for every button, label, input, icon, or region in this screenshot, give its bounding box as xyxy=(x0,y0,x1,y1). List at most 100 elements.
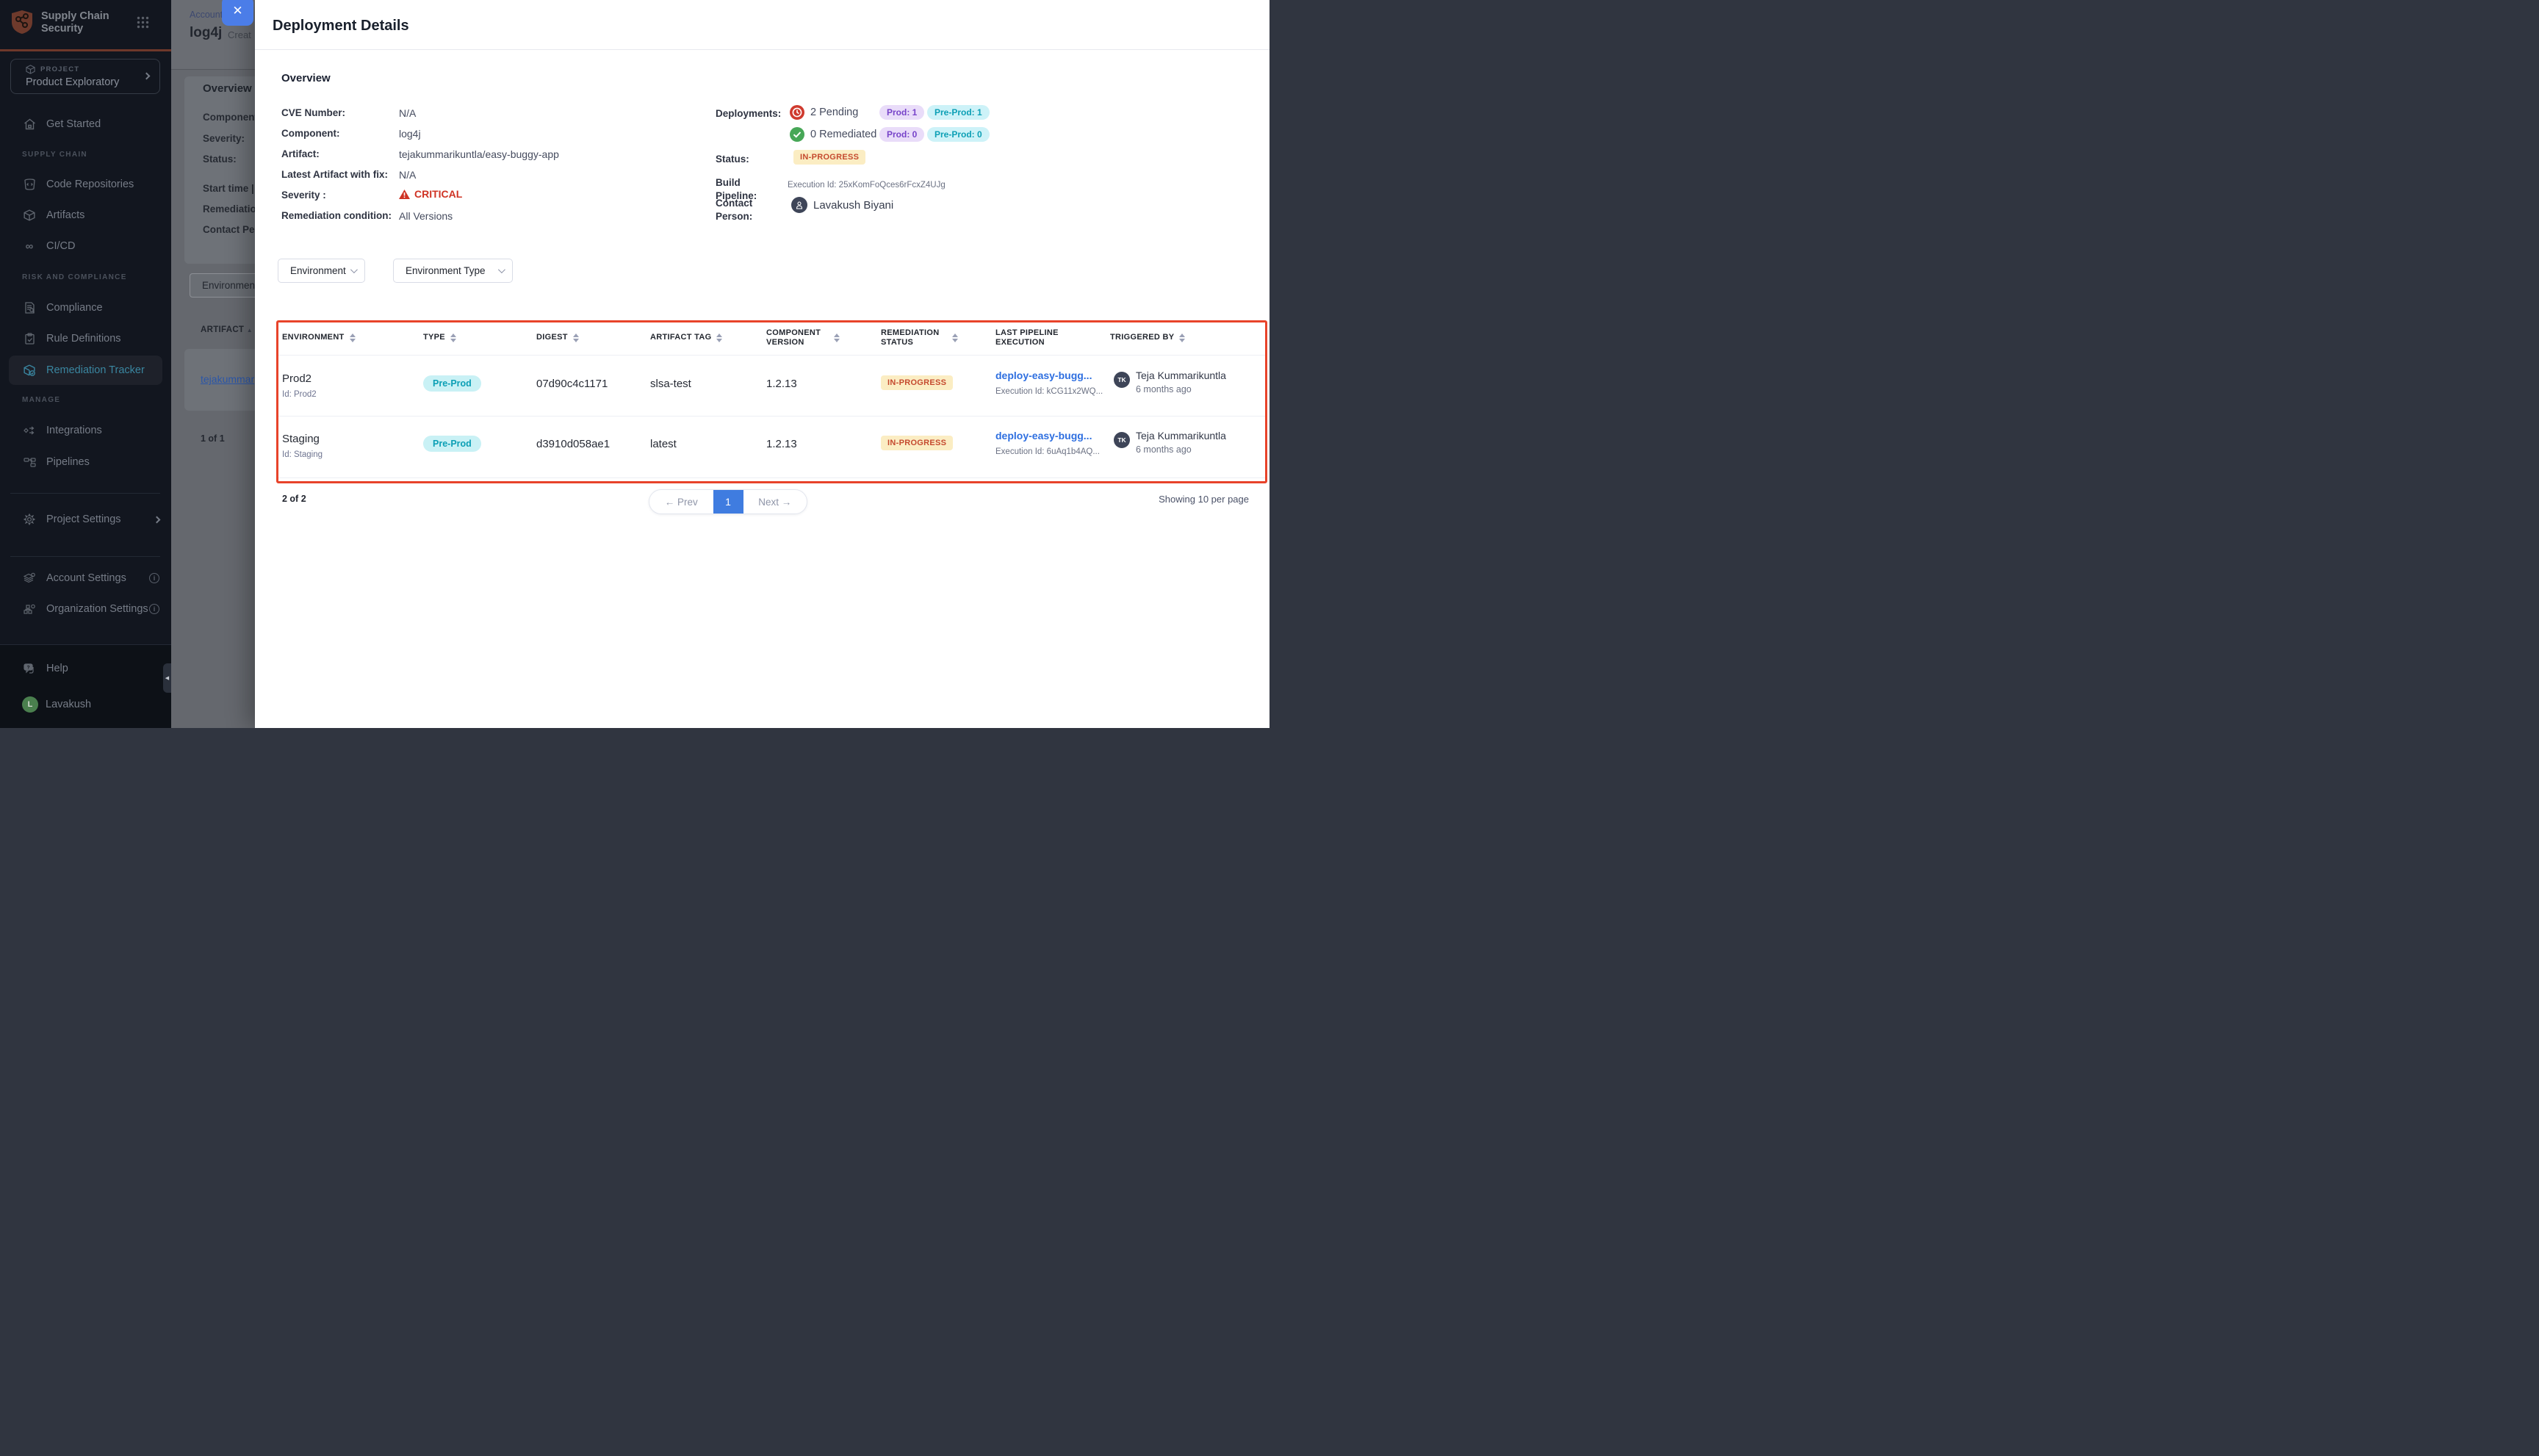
column-header-component-version[interactable]: COMPONENT VERSION xyxy=(766,320,858,355)
gear-icon xyxy=(22,513,37,525)
column-header-digest[interactable]: DIGEST xyxy=(536,320,624,355)
artifacts-cube-icon xyxy=(22,209,37,221)
sort-icon[interactable] xyxy=(572,333,579,342)
sort-icon[interactable] xyxy=(834,333,840,342)
sidebar-item-integrations[interactable]: Integrations xyxy=(0,417,171,444)
help-chat-icon: ? xyxy=(22,663,37,674)
project-selector-value: Product Exploratory xyxy=(26,76,120,88)
background-column-artifact[interactable]: ARTIFACT ▲ xyxy=(201,325,253,334)
column-header-environment[interactable]: ENVIRONMENT xyxy=(282,320,392,355)
sidebar-item-label: Pipelines xyxy=(46,456,90,468)
table-divider xyxy=(278,416,1265,417)
sidebar-item-cicd[interactable]: ∞ CI/CD xyxy=(0,232,171,260)
background-tab-overview[interactable]: Overview xyxy=(203,82,252,95)
sidebar-item-account-settings[interactable]: Account Settings i xyxy=(0,564,171,592)
sidebar-item-compliance[interactable]: Compliance xyxy=(0,294,171,322)
field-label-cve-number: CVE Number: xyxy=(281,107,346,118)
sidebar-divider xyxy=(10,556,160,557)
background-field-label: Start time | xyxy=(203,183,254,194)
sort-icon[interactable] xyxy=(349,333,356,342)
drawer-header-divider xyxy=(255,49,1270,50)
column-header-remediation-status[interactable]: REMEDIATION STATUS xyxy=(881,320,973,355)
field-label-component: Component: xyxy=(281,128,340,139)
pagination-control: ← Prev 1 Next → xyxy=(649,489,807,514)
cell-type-badge: Pre-Prod xyxy=(423,436,481,452)
sidebar-collapse-handle[interactable]: ◀ xyxy=(163,663,171,693)
module-switcher-grid-icon[interactable] xyxy=(137,16,149,32)
status-label: Status: xyxy=(716,154,749,165)
filter-label: Environment xyxy=(290,265,346,276)
sidebar-item-project-settings[interactable]: Project Settings xyxy=(0,505,171,533)
column-header-type[interactable]: TYPE xyxy=(423,320,511,355)
sidebar-item-label: Remediation Tracker xyxy=(46,364,145,376)
pagination-page-1[interactable]: 1 xyxy=(713,490,743,513)
sidebar-item-get-started[interactable]: Get Started xyxy=(0,110,171,138)
preprod-badge: Pre-Prod: 0 xyxy=(927,127,990,142)
cell-digest: d3910d058ae1 xyxy=(536,438,611,450)
sidebar-item-help[interactable]: ? Help xyxy=(0,655,171,682)
triggered-by-avatar: TK xyxy=(1114,432,1130,448)
column-header-artifact-tag[interactable]: ARTIFACT TAG xyxy=(650,320,746,355)
sidebar-header: Supply Chain Security xyxy=(0,0,171,51)
remediated-count: 0 Remediated xyxy=(810,129,877,140)
background-page-subtitle: Creat xyxy=(228,29,251,40)
cell-environment: Prod2 xyxy=(282,372,312,385)
field-label-artifact: Artifact: xyxy=(281,148,320,159)
sidebar-item-artifacts[interactable]: Artifacts xyxy=(0,201,171,229)
sidebar-item-code-repositories[interactable]: Code Repositories xyxy=(0,170,171,198)
sidebar-user-chip[interactable]: L Lavakush xyxy=(0,691,171,718)
cell-execution-id: Execution Id: kCG11x2WQ... xyxy=(995,387,1103,396)
prod-badge: Prod: 1 xyxy=(879,105,925,120)
sidebar-item-label: Organization Settings xyxy=(46,603,148,615)
sidebar-item-rule-definitions[interactable]: Rule Definitions xyxy=(0,325,171,353)
sidebar-item-label: Account Settings xyxy=(46,572,126,584)
pending-clock-icon xyxy=(790,105,804,123)
contact-person-label: Contact Person: xyxy=(716,198,753,222)
filter-label: Environment xyxy=(202,280,258,291)
infinity-icon: ∞ xyxy=(25,239,34,253)
sort-icon[interactable] xyxy=(1179,333,1186,342)
close-drawer-button[interactable]: ✕ xyxy=(222,0,253,26)
sidebar-item-label: Rule Definitions xyxy=(46,333,121,345)
filter-label: Environment Type xyxy=(406,265,486,276)
code-repository-icon xyxy=(22,179,37,190)
sidebar-item-label: Project Settings xyxy=(46,513,121,525)
cell-environment-id: Id: Prod2 xyxy=(282,390,317,399)
cell-environment: Staging xyxy=(282,433,320,445)
sidebar-item-label: Code Repositories xyxy=(46,179,134,190)
info-icon[interactable]: i xyxy=(149,573,159,583)
table-divider xyxy=(278,355,1265,356)
pagination-prev-button[interactable]: ← Prev xyxy=(649,490,713,513)
field-value-component: log4j xyxy=(399,128,421,140)
sidebar-item-remediation-tracker[interactable]: Remediation Tracker xyxy=(9,356,162,385)
pipeline-execution-link[interactable]: deploy-easy-bugg... xyxy=(995,430,1092,442)
home-icon xyxy=(22,118,37,130)
background-artifact-link[interactable]: tejakummar xyxy=(201,373,255,385)
info-icon[interactable]: i xyxy=(149,604,159,614)
contact-person-name: Lavakush Biyani xyxy=(813,199,894,212)
preprod-badge: Pre-Prod: 1 xyxy=(927,105,990,120)
deployments-label: Deployments: xyxy=(716,108,782,119)
column-header-triggered-by[interactable]: TRIGGERED BY xyxy=(1110,320,1228,355)
field-value-cve-number: N/A xyxy=(399,107,417,119)
pending-count: 2 Pending xyxy=(810,107,859,118)
sort-icon[interactable] xyxy=(952,333,958,342)
sort-icon[interactable] xyxy=(450,333,456,342)
sort-icon[interactable] xyxy=(716,333,723,342)
cell-remediation-status-badge: IN-PROGRESS xyxy=(881,436,954,450)
environment-type-filter-dropdown[interactable]: Environment Type xyxy=(393,259,513,283)
environment-filter-dropdown[interactable]: Environment xyxy=(278,259,365,283)
pagination-next-button[interactable]: Next → xyxy=(743,490,807,513)
project-selector-label: PROJECT xyxy=(40,65,80,73)
layers-gear-icon xyxy=(22,572,37,584)
cell-component-version: 1.2.13 xyxy=(766,378,797,390)
sidebar-item-pipelines[interactable]: Pipelines xyxy=(0,448,171,476)
field-value-remediation-condition: All Versions xyxy=(399,210,453,222)
pipelines-icon xyxy=(22,457,37,467)
pipeline-execution-link[interactable]: deploy-easy-bugg... xyxy=(995,370,1092,381)
cell-artifact-tag: slsa-test xyxy=(650,378,691,390)
sidebar-section-manage: MANAGE xyxy=(22,396,61,404)
project-selector[interactable]: PROJECT Product Exploratory xyxy=(10,59,160,94)
sidebar-item-organization-settings[interactable]: Organization Settings i xyxy=(0,595,171,623)
sidebar-item-label: CI/CD xyxy=(46,240,76,252)
